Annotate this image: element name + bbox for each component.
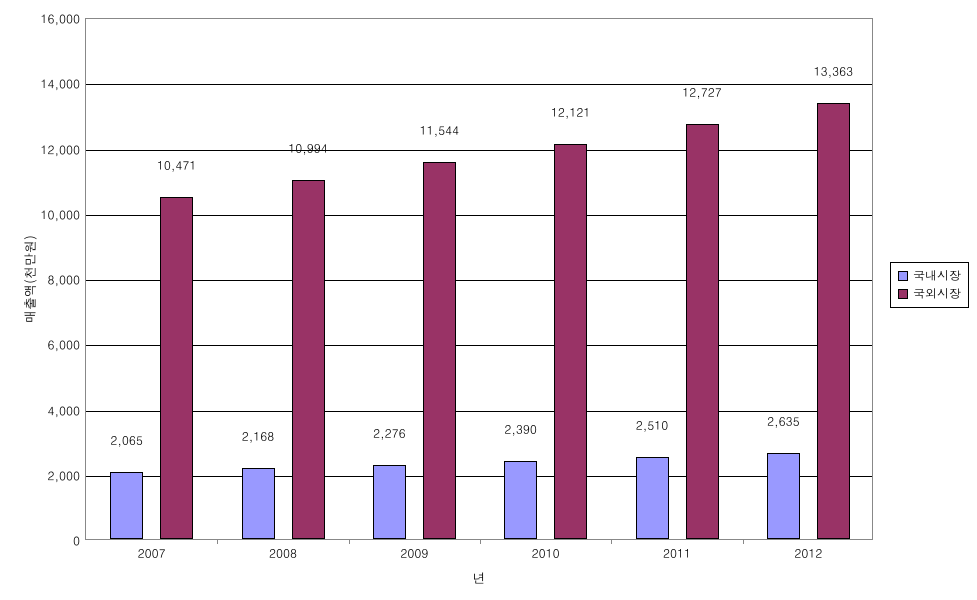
bar xyxy=(110,472,143,539)
y-tick-label: 0 xyxy=(73,533,86,550)
x-axis-title: 년 xyxy=(473,568,486,587)
y-tick-label: 4,000 xyxy=(48,402,86,419)
x-tick-mark xyxy=(217,539,218,544)
x-tick-label: 2007 xyxy=(138,539,166,562)
legend-item: 국내시장 xyxy=(898,267,961,285)
x-tick-label: 2011 xyxy=(663,539,691,562)
bar-value-label: 2,065 xyxy=(110,432,142,452)
chart-container: 0 2,000 4,000 6,000 8,000 10,000 12,000 14,000 1… xyxy=(0,0,977,600)
legend-label: 국내시장 xyxy=(913,267,961,285)
bar-value-label: 12,121 xyxy=(551,104,590,124)
bar xyxy=(423,162,456,539)
bar xyxy=(636,457,669,539)
y-tick-label: 14,000 xyxy=(41,76,86,93)
y-tick-label: 16,000 xyxy=(41,11,86,28)
bar-value-label: 2,276 xyxy=(373,425,405,445)
y-tick-label: 12,000 xyxy=(41,141,86,158)
gridline xyxy=(86,280,872,281)
bar-value-label: 2,635 xyxy=(767,413,799,433)
gridline xyxy=(86,215,872,216)
x-tick-mark xyxy=(349,539,350,544)
y-tick-label: 2,000 xyxy=(48,467,86,484)
bar xyxy=(292,180,325,539)
y-tick-label: 8,000 xyxy=(48,272,86,289)
legend-label: 국외시장 xyxy=(913,285,961,303)
gridline xyxy=(86,84,872,85)
plot-area: 02,0004,0006,0008,00010,00012,00014,0001… xyxy=(85,18,873,540)
bar-value-label: 11,544 xyxy=(420,122,459,142)
legend-item: 국외시장 xyxy=(898,285,961,303)
x-tick-label: 2008 xyxy=(269,539,297,562)
y-axis-title: 매출액(천만원) xyxy=(20,235,39,323)
gridline xyxy=(86,411,872,412)
bar-value-label: 2,390 xyxy=(504,421,536,441)
gridline xyxy=(86,150,872,151)
bar-value-label: 10,471 xyxy=(157,157,196,177)
bar-value-label: 2,168 xyxy=(242,428,274,448)
x-tick-mark xyxy=(480,539,481,544)
y-tick-label: 6,000 xyxy=(48,337,86,354)
y-tick-label: 10,000 xyxy=(41,206,86,223)
bar xyxy=(767,453,800,539)
bar-value-label: 2,510 xyxy=(636,417,668,437)
legend-swatch xyxy=(898,289,908,299)
x-tick-mark xyxy=(743,539,744,544)
x-tick-label: 2012 xyxy=(794,539,822,562)
gridline xyxy=(86,345,872,346)
bar-value-label: 13,363 xyxy=(814,63,853,83)
x-tick-label: 2010 xyxy=(532,539,560,562)
bar-value-label: 10,994 xyxy=(288,140,327,160)
bar xyxy=(554,144,587,539)
x-tick-label: 2009 xyxy=(400,539,428,562)
bar xyxy=(817,103,850,539)
gridline xyxy=(86,476,872,477)
bar-value-label: 12,727 xyxy=(682,84,721,104)
legend: 국내시장국외시장 xyxy=(890,262,969,308)
x-tick-mark xyxy=(611,539,612,544)
bar xyxy=(686,124,719,539)
bar xyxy=(373,465,406,539)
bar xyxy=(504,461,537,539)
legend-swatch xyxy=(898,271,908,281)
bar xyxy=(242,468,275,539)
bar xyxy=(160,197,193,539)
